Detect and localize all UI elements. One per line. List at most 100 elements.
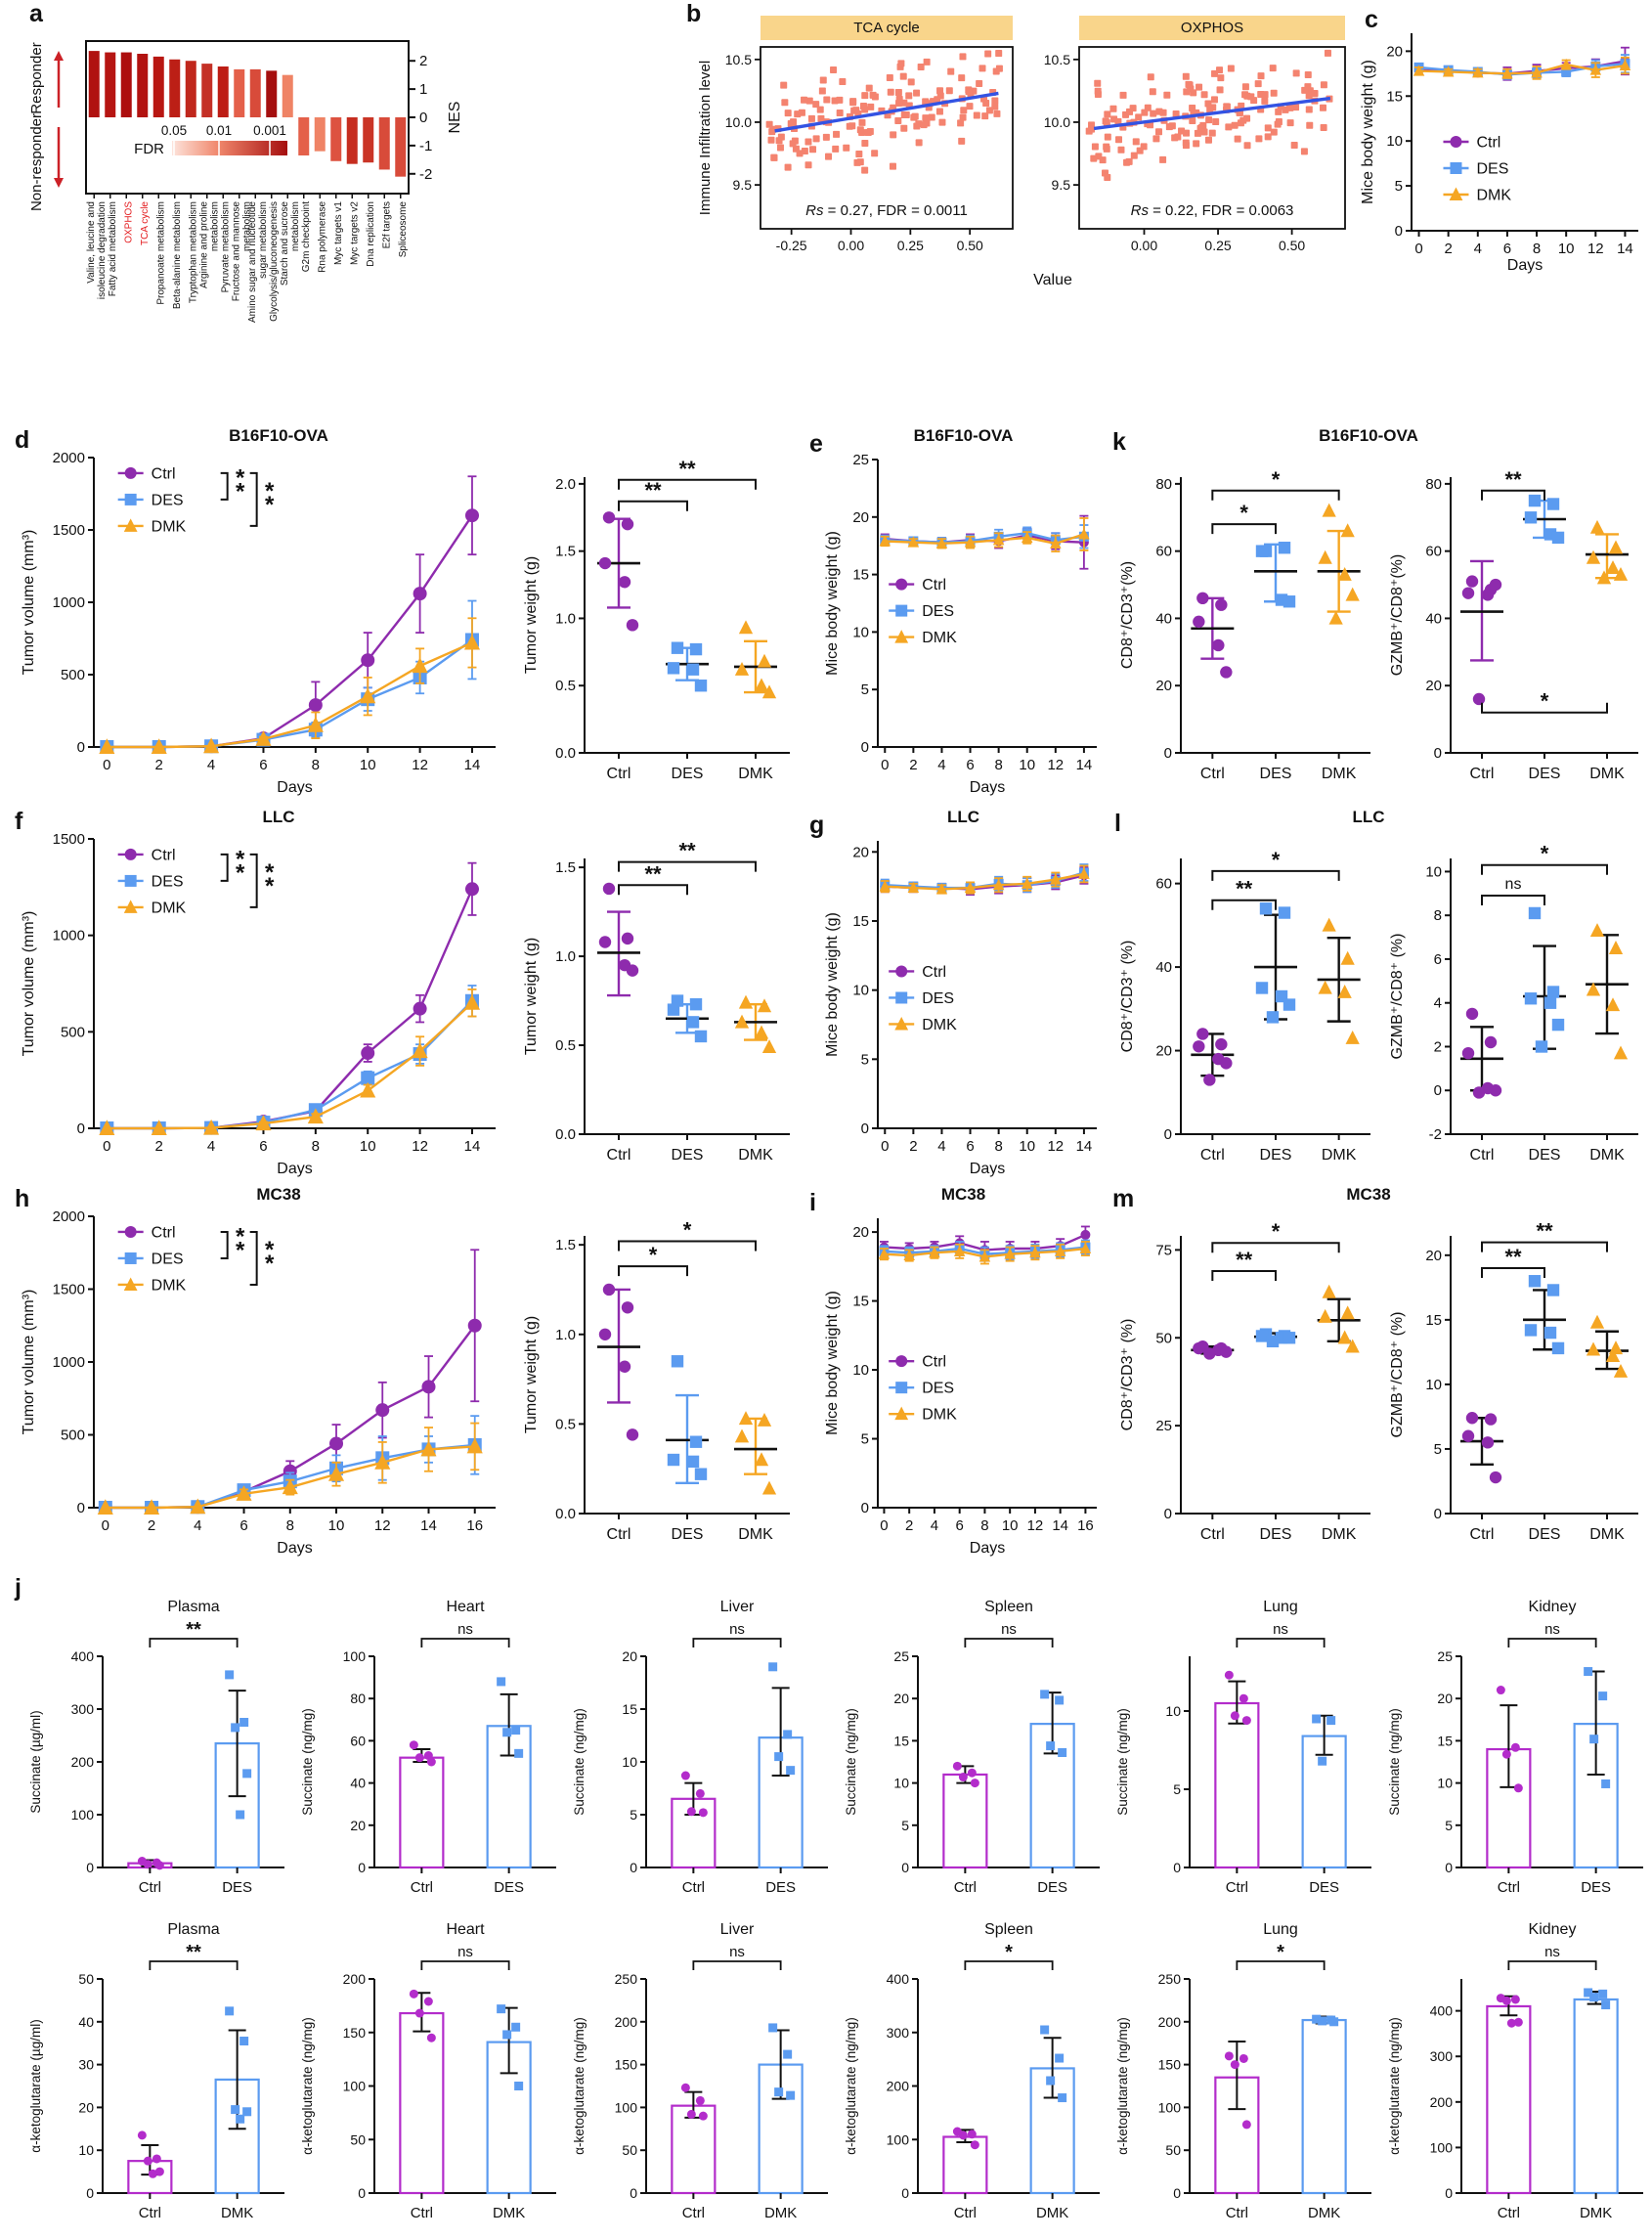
svg-text:5: 5 <box>1395 178 1403 195</box>
svg-text:DES: DES <box>1529 1526 1561 1543</box>
svg-text:DES: DES <box>152 873 184 890</box>
svg-text:8: 8 <box>994 757 1002 773</box>
svg-text:0: 0 <box>1395 223 1403 240</box>
svg-text:**: ** <box>1536 1219 1553 1244</box>
svg-text:25: 25 <box>1437 1648 1453 1664</box>
svg-text:0.25: 0.25 <box>1204 238 1231 253</box>
svg-text:16: 16 <box>1077 1517 1094 1534</box>
svg-text:*: * <box>1239 501 1248 525</box>
svg-text:1.0: 1.0 <box>555 948 576 965</box>
svg-text:1.0: 1.0 <box>555 1327 576 1343</box>
svg-text:DES: DES <box>1529 1147 1561 1164</box>
svg-text:DMK: DMK <box>1589 766 1625 782</box>
svg-text:0: 0 <box>881 757 889 773</box>
svg-text:Days: Days <box>277 1161 312 1177</box>
svg-text:CD8⁺/CD3⁺ (%): CD8⁺/CD3⁺ (%) <box>1119 941 1136 1053</box>
svg-text:ns: ns <box>1273 1621 1288 1638</box>
svg-text:Rs = 0.27, FDR = 0.0011: Rs = 0.27, FDR = 0.0011 <box>805 202 968 219</box>
svg-text:sugar metabolism: sugar metabolism <box>258 201 269 279</box>
svg-text:Mice body weight (g): Mice body weight (g) <box>1360 60 1376 204</box>
svg-text:DES: DES <box>494 1879 524 1896</box>
svg-text:5: 5 <box>861 1051 869 1068</box>
svg-text:400: 400 <box>1430 2003 1454 2019</box>
svg-text:400: 400 <box>71 1648 95 1664</box>
svg-text:0: 0 <box>861 1120 869 1137</box>
svg-text:40: 40 <box>350 1776 366 1791</box>
svg-text:DMK: DMK <box>1036 2205 1068 2221</box>
svg-text:16: 16 <box>466 1517 483 1534</box>
svg-text:10: 10 <box>1437 1776 1453 1791</box>
svg-text:14: 14 <box>464 757 481 773</box>
svg-text:15: 15 <box>852 1294 869 1310</box>
svg-text:150: 150 <box>615 2057 638 2073</box>
svg-text:0: 0 <box>901 2185 909 2201</box>
svg-text:DES: DES <box>1476 161 1508 178</box>
svg-text:12: 12 <box>1047 757 1064 773</box>
svg-text:DMK: DMK <box>1476 188 1511 204</box>
svg-text:Non-responder: Non-responder <box>28 113 45 211</box>
svg-text:4: 4 <box>207 757 215 773</box>
svg-text:*: * <box>265 478 275 505</box>
svg-text:6: 6 <box>259 757 267 773</box>
svg-text:Ctrl: Ctrl <box>1470 1526 1495 1543</box>
svg-text:Mice body weight (g): Mice body weight (g) <box>824 531 841 676</box>
svg-text:0.01: 0.01 <box>206 123 232 138</box>
svg-text:DES: DES <box>152 1251 184 1267</box>
svg-text:0: 0 <box>419 110 427 126</box>
svg-text:CD8⁺/CD3⁺(%): CD8⁺/CD3⁺(%) <box>1119 561 1136 669</box>
svg-text:TCA cycle: TCA cycle <box>853 20 920 36</box>
chart-bodyweight-naive: 0 5 10 15 20 0 2 4 6 8 10 12 14 Days Mice body weight … <box>1357 20 1650 276</box>
chart-akg-heart: 0 50 100 150 200 α-ketoglutarate (ng/mg) Heart… <box>296 1916 562 2234</box>
svg-text:14: 14 <box>420 1517 437 1534</box>
chart-tumor-weight-b16f10: 0.0 0.5 1.0 1.5 2.0 Tumor weight (g) Ctrl DES DM… <box>520 444 802 798</box>
svg-text:Ctrl: Ctrl <box>411 1879 433 1896</box>
chart-tumor-volume-b16f10: 0 500 1000 1500 2000 0 2 4 6 8 10 12 14 Days Tumor vol… <box>18 444 511 798</box>
svg-text:20: 20 <box>1155 1043 1172 1060</box>
svg-text:*: * <box>1005 1942 1013 1963</box>
svg-text:*: * <box>236 846 245 872</box>
chart-bodyweight-b16f10: 0 5 10 15 20 25 0 2 4 6 8 10 12 14 Days Mice body weigh… <box>821 444 1107 798</box>
svg-text:ns: ns <box>1001 1621 1017 1638</box>
panel-label-f: f <box>15 808 23 835</box>
svg-text:*: * <box>265 1251 275 1277</box>
svg-text:FDR: FDR <box>134 141 164 157</box>
svg-text:250: 250 <box>1158 1971 1182 1987</box>
svg-text:5: 5 <box>1445 1818 1453 1833</box>
svg-text:1000: 1000 <box>53 594 85 611</box>
svg-text:Tumor volume (mm³): Tumor volume (mm³) <box>21 1290 37 1435</box>
svg-text:0: 0 <box>1445 1860 1453 1875</box>
svg-text:ns: ns <box>457 1621 473 1638</box>
svg-text:5: 5 <box>861 681 869 698</box>
svg-text:Ctrl: Ctrl <box>152 847 176 863</box>
svg-text:10: 10 <box>1165 1703 1181 1719</box>
svg-text:Heart: Heart <box>446 1921 485 1938</box>
title-d-b16f10: B16F10-OVA <box>229 426 328 445</box>
title-k-b16f10: B16F10-OVA <box>1319 426 1418 445</box>
chart-akg-kidney: 0 100 200 300 400 α-ketoglutarate (ng/mg) Kidn… <box>1383 1916 1649 2234</box>
svg-text:Ctrl: Ctrl <box>954 1879 977 1896</box>
svg-text:Succinate (µg/ml): Succinate (µg/ml) <box>28 1710 43 1813</box>
svg-text:Responder: Responder <box>28 42 45 113</box>
svg-text:*: * <box>1272 467 1281 492</box>
svg-text:0: 0 <box>358 2185 366 2201</box>
svg-text:8: 8 <box>980 1517 988 1534</box>
svg-text:0: 0 <box>1445 2185 1453 2201</box>
svg-text:**: ** <box>186 1942 201 1963</box>
svg-text:0.5: 0.5 <box>555 678 576 694</box>
svg-text:20: 20 <box>852 844 869 860</box>
svg-text:1000: 1000 <box>53 928 85 944</box>
svg-text:2: 2 <box>1444 241 1452 257</box>
svg-text:Days: Days <box>277 1540 312 1557</box>
chart-tumor-weight-mc38: 0.0 0.5 1.0 1.5 Tumor weight (g) Ctrl DES DMK * * <box>520 1203 802 1559</box>
svg-text:10: 10 <box>852 1362 869 1379</box>
svg-text:Ctrl: Ctrl <box>152 465 176 482</box>
svg-text:**: ** <box>678 839 696 863</box>
svg-text:20: 20 <box>1425 1248 1442 1264</box>
svg-text:CD8⁺/CD3⁺ (%): CD8⁺/CD3⁺ (%) <box>1119 1319 1136 1431</box>
svg-text:DMK: DMK <box>922 630 957 646</box>
svg-text:Days: Days <box>1507 257 1543 274</box>
svg-text:ns: ns <box>729 1621 745 1638</box>
svg-text:8: 8 <box>994 1138 1002 1155</box>
svg-text:5: 5 <box>901 1818 909 1833</box>
svg-text:ns: ns <box>457 1944 473 1960</box>
